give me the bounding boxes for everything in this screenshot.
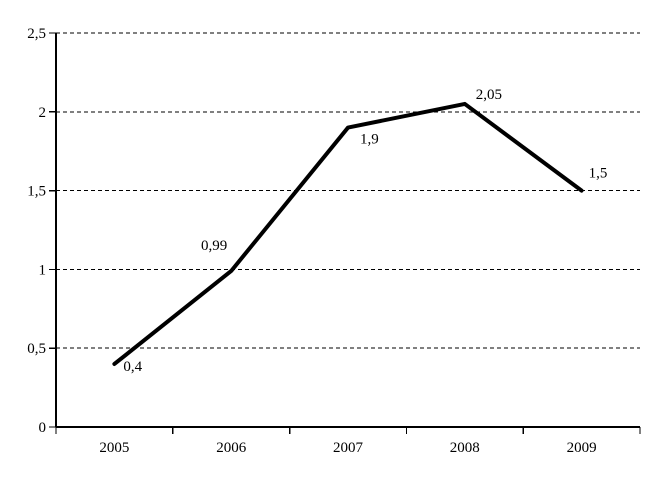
data-point-label: 0,4 — [123, 359, 142, 375]
x-tick-label: 2005 — [99, 440, 129, 456]
y-tick-label: 1 — [39, 262, 47, 278]
y-tick-label: 1,5 — [27, 184, 46, 200]
data-point-label: 0,99 — [201, 238, 227, 254]
data-point-label: 1,5 — [589, 166, 608, 182]
data-point-label: 1,9 — [360, 132, 379, 148]
x-tick-label: 2006 — [216, 440, 247, 456]
data-series-line — [112, 101, 584, 366]
data-point-label: 2,05 — [476, 87, 502, 103]
y-tick-label: 2,5 — [27, 26, 46, 42]
y-tick-label: 2 — [39, 105, 47, 121]
y-tick-label: 0 — [39, 420, 47, 436]
x-tick-label: 2009 — [567, 440, 597, 456]
x-tick-label: 2007 — [333, 440, 364, 456]
y-tick-label: 0,5 — [27, 341, 46, 357]
x-tick-label: 2008 — [450, 440, 480, 456]
